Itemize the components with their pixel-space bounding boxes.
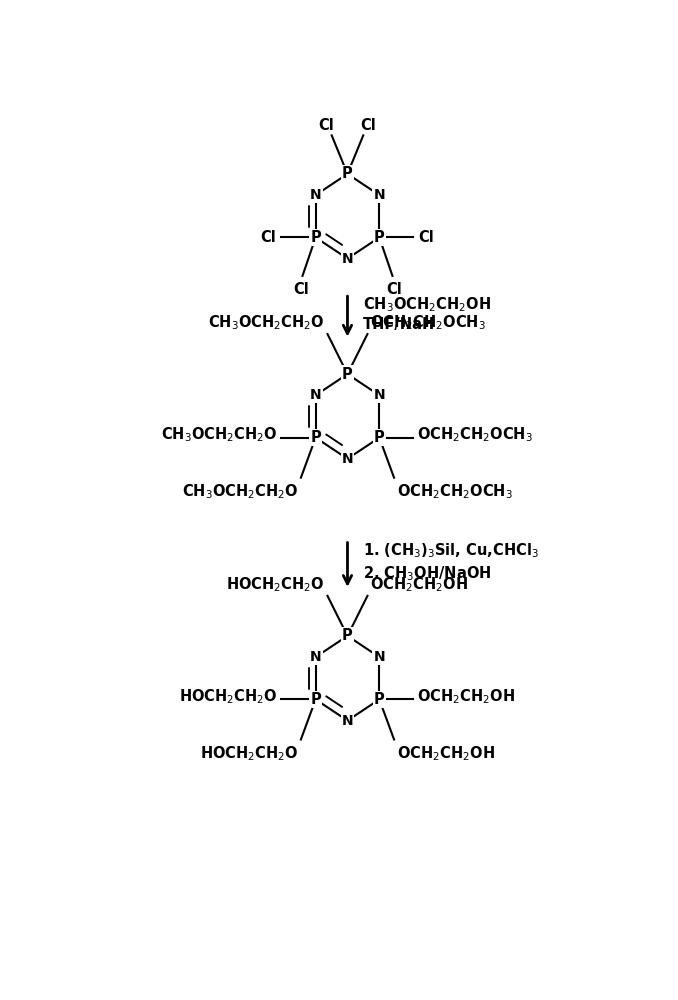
Text: CH$_3$OCH$_2$CH$_2$OH: CH$_3$OCH$_2$CH$_2$OH — [363, 295, 492, 314]
Text: 2. CH$_3$OH/NaOH: 2. CH$_3$OH/NaOH — [363, 565, 492, 583]
Text: THF/NaH: THF/NaH — [363, 317, 435, 332]
Text: OCH$_2$CH$_2$OH: OCH$_2$CH$_2$OH — [370, 575, 468, 594]
Text: Cl: Cl — [419, 230, 435, 245]
Text: HOCH$_2$CH$_2$O: HOCH$_2$CH$_2$O — [226, 575, 325, 594]
Text: CH$_3$OCH$_2$CH$_2$O: CH$_3$OCH$_2$CH$_2$O — [161, 425, 278, 444]
Text: N: N — [310, 188, 321, 202]
Text: OCH$_2$CH$_2$OCH$_3$: OCH$_2$CH$_2$OCH$_3$ — [397, 482, 513, 501]
Text: P: P — [374, 230, 384, 245]
Text: HOCH$_2$CH$_2$O: HOCH$_2$CH$_2$O — [200, 744, 298, 763]
Text: CH$_3$OCH$_2$CH$_2$O: CH$_3$OCH$_2$CH$_2$O — [208, 313, 325, 332]
Text: N: N — [374, 188, 385, 202]
Text: HOCH$_2$CH$_2$O: HOCH$_2$CH$_2$O — [179, 687, 278, 706]
Text: Cl: Cl — [260, 230, 276, 245]
Text: P: P — [342, 367, 353, 382]
Text: P: P — [311, 430, 321, 445]
Text: P: P — [342, 166, 353, 181]
Text: N: N — [310, 388, 321, 402]
Text: P: P — [374, 430, 384, 445]
Text: P: P — [311, 692, 321, 707]
Text: OCH$_2$CH$_2$OH: OCH$_2$CH$_2$OH — [417, 687, 515, 706]
Text: P: P — [374, 692, 384, 707]
Text: 1. (CH$_3$)$_3$Sil, Cu,CHCl$_3$: 1. (CH$_3$)$_3$Sil, Cu,CHCl$_3$ — [363, 541, 539, 560]
Text: Cl: Cl — [293, 282, 308, 297]
Text: N: N — [374, 388, 385, 402]
Text: N: N — [310, 650, 321, 664]
Text: Cl: Cl — [319, 118, 334, 133]
Text: OCH$_2$CH$_2$OCH$_3$: OCH$_2$CH$_2$OCH$_3$ — [417, 425, 533, 444]
Text: OCH$_2$CH$_2$OCH$_3$: OCH$_2$CH$_2$OCH$_3$ — [370, 313, 486, 332]
Text: N: N — [342, 252, 353, 266]
Text: N: N — [342, 714, 353, 728]
Text: P: P — [311, 230, 321, 245]
Text: CH$_3$OCH$_2$CH$_2$O: CH$_3$OCH$_2$CH$_2$O — [182, 482, 298, 501]
Text: OCH$_2$CH$_2$OH: OCH$_2$CH$_2$OH — [397, 744, 494, 763]
Text: N: N — [342, 452, 353, 466]
Text: P: P — [342, 628, 353, 643]
Text: Cl: Cl — [361, 118, 376, 133]
Text: Cl: Cl — [386, 282, 402, 297]
Text: N: N — [374, 650, 385, 664]
